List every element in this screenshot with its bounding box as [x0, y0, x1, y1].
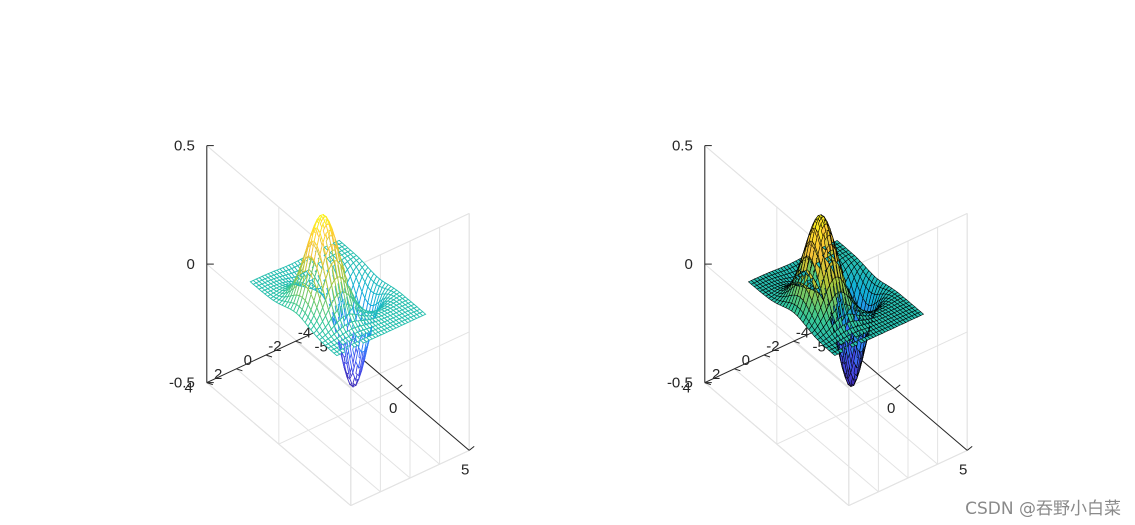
grid-line — [350, 212, 470, 270]
y-tick — [734, 368, 741, 372]
y-tick-label: 2 — [712, 366, 720, 383]
mesh-surface — [249, 213, 427, 388]
grid-line — [704, 263, 850, 388]
z-tick-label: -0.5 — [169, 375, 195, 392]
y-tick-label: -4 — [298, 324, 311, 341]
grid-line — [704, 382, 850, 506]
grid-line — [206, 263, 352, 388]
x-tick-label: 0 — [389, 400, 397, 417]
surface-patch — [418, 311, 427, 317]
grid-line — [236, 368, 381, 493]
grid-line — [350, 449, 470, 507]
y-tick-label: 0 — [244, 352, 252, 369]
y-tick-label: 0 — [742, 352, 750, 369]
y-tick-label: -4 — [796, 324, 809, 341]
grid-line — [763, 354, 909, 479]
y-tick-label: -2 — [268, 338, 281, 355]
x-tick — [966, 446, 973, 451]
surface-patch — [917, 311, 925, 316]
z-tick-label: 0.5 — [174, 138, 195, 155]
grid-line — [848, 212, 968, 270]
z-tick-label: -0.5 — [667, 375, 693, 392]
watermark-text: CSDN @吞野小白菜 — [965, 499, 1121, 519]
x-tick-label: 5 — [461, 461, 469, 478]
y-tick — [793, 340, 800, 344]
grid-line — [206, 382, 352, 506]
x-tick-label: 0 — [887, 400, 895, 417]
y-tick — [236, 368, 243, 372]
z-tick-label: 0 — [684, 256, 692, 273]
y-tick — [295, 340, 302, 344]
grid-line — [793, 340, 938, 465]
grid-line — [734, 368, 879, 493]
y-tick-label: 2 — [214, 366, 222, 383]
surf-surface — [747, 214, 925, 388]
y-tick-label: 4 — [184, 380, 192, 397]
grid-line — [295, 340, 440, 465]
x-tick — [396, 384, 403, 390]
grid-line — [265, 354, 411, 479]
x-tick-label: 5 — [959, 461, 967, 478]
x-tick — [468, 446, 475, 451]
z-tick-label: 0 — [186, 256, 194, 273]
grid-line — [848, 331, 968, 388]
y-tick — [763, 354, 771, 358]
grid-line — [350, 331, 470, 388]
y-tick — [265, 354, 273, 358]
grid-line — [848, 449, 968, 507]
x-tick — [894, 384, 901, 390]
z-tick-label: 0.5 — [672, 138, 693, 155]
y-tick-label: 4 — [682, 380, 690, 397]
y-tick-label: -2 — [766, 338, 779, 355]
